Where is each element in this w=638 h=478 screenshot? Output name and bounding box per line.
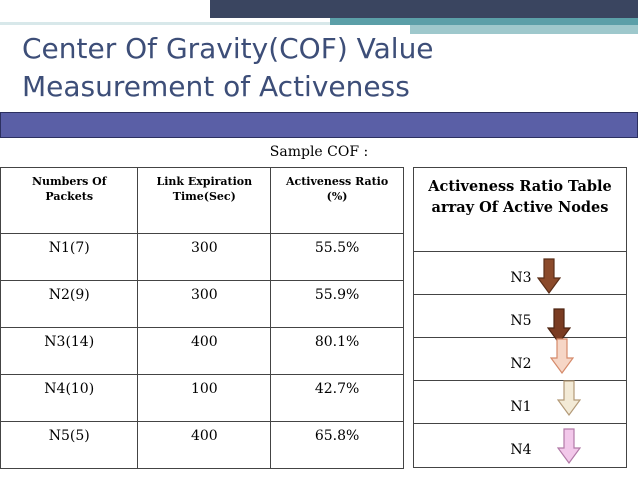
table-cell: 80.1% bbox=[270, 327, 404, 375]
brown-down-arrow-icon bbox=[537, 258, 561, 294]
table-cell: N2(9) bbox=[0, 280, 139, 328]
slide-title-line2: Measurement of Activeness bbox=[22, 70, 410, 103]
column-header-packets: Numbers Of Packets bbox=[0, 167, 139, 234]
column-header-link-expiration: Link Expiration Time(Sec) bbox=[137, 167, 272, 234]
list-item: N5 bbox=[414, 295, 626, 338]
table-row: N1(7) 300 55.5% bbox=[0, 233, 404, 281]
table-row: N5(5) 400 65.8% bbox=[0, 421, 404, 469]
peach-down-arrow-icon bbox=[550, 338, 574, 374]
node-label: N5 bbox=[510, 313, 532, 329]
list-item: N4 bbox=[414, 424, 626, 467]
node-label: N3 bbox=[510, 270, 532, 286]
table-row: N4(10) 100 42.7% bbox=[0, 374, 404, 422]
node-label: N4 bbox=[510, 442, 532, 458]
list-item: N2 bbox=[414, 338, 626, 381]
title-divider-band bbox=[0, 112, 638, 138]
node-label: N1 bbox=[510, 399, 532, 415]
activeness-ratio-table: Activeness Ratio Table array Of Active N… bbox=[413, 167, 627, 468]
table-cell: 55.9% bbox=[270, 280, 404, 328]
list-item: N1 bbox=[414, 381, 626, 424]
node-label: N2 bbox=[510, 356, 532, 372]
cream-down-arrow-icon bbox=[557, 380, 581, 416]
table-cell: 55.5% bbox=[270, 233, 404, 281]
table-cell: N3(14) bbox=[0, 327, 139, 375]
table-cell: N4(10) bbox=[0, 374, 139, 422]
dark-brown-down-arrow-icon bbox=[547, 308, 571, 344]
table-cell: N5(5) bbox=[0, 421, 139, 469]
decorative-header-stripes bbox=[0, 0, 638, 44]
slide-title: Center Of Gravity(COF) Value Measurement… bbox=[22, 30, 434, 106]
table-cell: 400 bbox=[137, 421, 272, 469]
table-cell: 400 bbox=[137, 327, 272, 375]
sample-caption: Sample COF : bbox=[269, 144, 369, 160]
table-cell: N1(7) bbox=[0, 233, 139, 281]
cof-table-header-row: Numbers Of Packets Link Expiration Time(… bbox=[0, 167, 404, 234]
table-row: N2(9) 300 55.9% bbox=[0, 280, 404, 328]
table-cell: 100 bbox=[137, 374, 272, 422]
cof-table: Numbers Of Packets Link Expiration Time(… bbox=[0, 167, 404, 469]
table-row: N3(14) 400 80.1% bbox=[0, 327, 404, 375]
list-item: N3 bbox=[414, 252, 626, 295]
table-cell: 65.8% bbox=[270, 421, 404, 469]
column-header-activeness-ratio: Activeness Ratio (%) bbox=[270, 167, 404, 234]
pink-down-arrow-icon bbox=[557, 428, 581, 464]
table-cell: 42.7% bbox=[270, 374, 404, 422]
activeness-ratio-table-header: Activeness Ratio Table array Of Active N… bbox=[414, 168, 626, 252]
table-cell: 300 bbox=[137, 233, 272, 281]
table-cell: 300 bbox=[137, 280, 272, 328]
slide-title-line1: Center Of Gravity(COF) Value bbox=[22, 32, 434, 65]
